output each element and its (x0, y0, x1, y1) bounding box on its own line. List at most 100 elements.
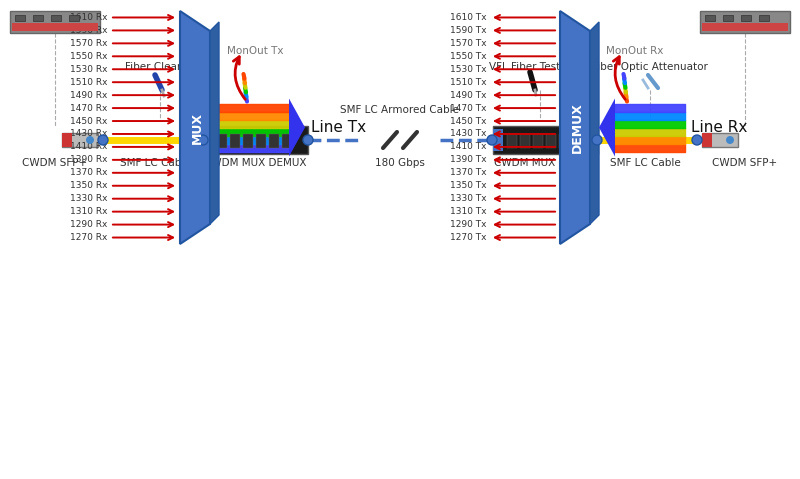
Text: SMF LC Cable: SMF LC Cable (120, 158, 190, 168)
Bar (533, 134, 542, 148)
Bar (702, 133, 738, 147)
Text: 1530 Tx: 1530 Tx (450, 65, 487, 74)
Text: 1550 Tx: 1550 Tx (450, 52, 487, 61)
Text: 1550 Rx: 1550 Rx (70, 52, 107, 61)
Text: 1470 Rx: 1470 Rx (70, 103, 107, 113)
Bar (255, 134, 266, 148)
Text: 1610 Tx: 1610 Tx (450, 13, 487, 22)
Bar (10, 11, 100, 33)
Text: 1450 Tx: 1450 Tx (450, 116, 487, 125)
Bar (62, 133, 72, 147)
Text: Fiber Cleaner: Fiber Cleaner (126, 62, 194, 72)
Text: MonOut Rx: MonOut Rx (606, 46, 664, 56)
Text: 1390 Rx: 1390 Rx (70, 155, 107, 164)
Text: SMF LC Armored Cable: SMF LC Armored Cable (341, 105, 459, 115)
Text: 1350 Tx: 1350 Tx (450, 181, 487, 190)
Circle shape (86, 136, 94, 144)
Bar (519, 134, 530, 148)
Bar (705, 15, 715, 21)
Text: 1330 Tx: 1330 Tx (450, 194, 487, 203)
Bar (506, 134, 517, 148)
Circle shape (98, 135, 108, 145)
Bar (702, 23, 788, 31)
Text: CWDM MUX DEMUX: CWDM MUX DEMUX (494, 158, 596, 168)
Text: SMF LC Cable: SMF LC Cable (610, 158, 680, 168)
Text: 1430 Tx: 1430 Tx (450, 129, 487, 138)
Bar (702, 133, 712, 147)
Text: 1350 Rx: 1350 Rx (70, 181, 107, 190)
Text: 1510 Rx: 1510 Rx (70, 78, 107, 87)
Text: 1370 Rx: 1370 Rx (70, 168, 107, 177)
Text: 1290 Tx: 1290 Tx (450, 220, 487, 229)
Text: CWDM SFP+: CWDM SFP+ (713, 158, 778, 168)
Bar (282, 134, 291, 148)
Text: VFL Fiber Tester: VFL Fiber Tester (489, 62, 571, 72)
Circle shape (487, 135, 497, 145)
Bar (759, 15, 769, 21)
Bar (12, 23, 98, 31)
Text: CWDM MUX DEMUX: CWDM MUX DEMUX (204, 158, 306, 168)
Bar (700, 11, 790, 33)
Polygon shape (599, 99, 615, 157)
Text: 1450 Rx: 1450 Rx (70, 116, 107, 125)
Polygon shape (180, 11, 210, 244)
Text: DEMUX: DEMUX (570, 102, 583, 153)
Bar (33, 15, 43, 21)
Text: 1470 Tx: 1470 Tx (450, 103, 487, 113)
Text: 1490 Tx: 1490 Tx (450, 91, 487, 100)
Circle shape (592, 135, 602, 145)
Text: 1270 Tx: 1270 Tx (450, 233, 487, 242)
Bar (51, 15, 61, 21)
Bar (15, 15, 25, 21)
Text: CWDM SFP+: CWDM SFP+ (22, 158, 87, 168)
Bar (723, 15, 733, 21)
Text: 1430 Rx: 1430 Rx (70, 129, 107, 138)
Bar (546, 134, 555, 148)
Bar (230, 134, 239, 148)
FancyArrowPatch shape (614, 57, 626, 99)
Text: 1590 Rx: 1590 Rx (70, 26, 107, 35)
Bar (217, 134, 226, 148)
Polygon shape (590, 22, 599, 224)
Bar (242, 134, 253, 148)
Bar (571, 134, 582, 148)
Text: 1390 Tx: 1390 Tx (450, 155, 487, 164)
Text: 180 Gbps: 180 Gbps (375, 158, 425, 168)
Circle shape (692, 135, 702, 145)
Text: 1270 Rx: 1270 Rx (70, 233, 107, 242)
Text: 1570 Rx: 1570 Rx (70, 39, 107, 48)
Text: 1310 Rx: 1310 Rx (70, 207, 107, 216)
Polygon shape (560, 11, 590, 244)
Polygon shape (289, 99, 305, 157)
FancyArrowPatch shape (234, 57, 246, 99)
Polygon shape (210, 22, 219, 224)
Text: 1290 Rx: 1290 Rx (70, 220, 107, 229)
Bar (741, 15, 751, 21)
Text: MonOut Tx: MonOut Tx (226, 46, 283, 56)
Circle shape (303, 135, 313, 145)
Text: Fiber Optic Attenuator: Fiber Optic Attenuator (592, 62, 708, 72)
Circle shape (726, 136, 734, 144)
Bar (558, 134, 569, 148)
Text: 1530 Rx: 1530 Rx (70, 65, 107, 74)
Text: 1370 Tx: 1370 Tx (450, 168, 487, 177)
Text: 1330 Rx: 1330 Rx (70, 194, 107, 203)
Text: 1490 Rx: 1490 Rx (70, 91, 107, 100)
Text: 1590 Tx: 1590 Tx (450, 26, 487, 35)
Text: MUX: MUX (190, 112, 203, 144)
Text: 1410 Tx: 1410 Tx (450, 142, 487, 151)
Bar (493, 126, 598, 154)
Text: 1570 Tx: 1570 Tx (450, 39, 487, 48)
Text: Line Rx: Line Rx (691, 120, 747, 135)
Circle shape (198, 135, 208, 145)
Bar (69, 15, 79, 21)
Text: 1310 Tx: 1310 Tx (450, 207, 487, 216)
Text: 1510 Tx: 1510 Tx (450, 78, 487, 87)
Bar (202, 126, 307, 154)
Bar (269, 134, 278, 148)
Bar (62, 133, 98, 147)
Bar (202, 129, 213, 151)
Text: 1410 Rx: 1410 Rx (70, 142, 107, 151)
Text: 1610 Rx: 1610 Rx (70, 13, 107, 22)
Text: Line Tx: Line Tx (311, 120, 366, 135)
